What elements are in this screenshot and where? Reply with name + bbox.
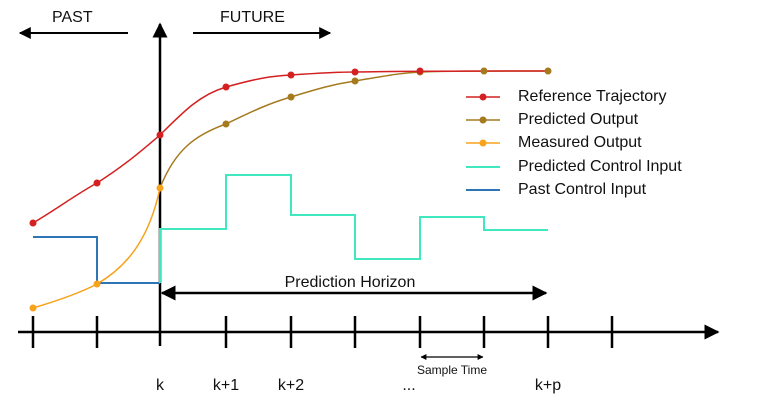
past-control	[33, 236, 160, 284]
x-label: k+2	[278, 377, 304, 394]
predicted-control	[159, 174, 548, 283]
axes	[18, 22, 720, 348]
horizon-label: Prediction Horizon	[285, 274, 416, 291]
legend-label: Predicted Control Input	[518, 158, 682, 175]
reference-points	[29, 67, 424, 227]
legend-label: Past Control Input	[518, 181, 647, 198]
future-label: FUTURE	[220, 9, 285, 26]
sample-time: Sample Time	[417, 354, 487, 377]
x-label: k+1	[213, 377, 239, 394]
legend-label: Predicted Output	[518, 111, 639, 128]
x-labels: k k+1 k+2 ... k+p	[156, 377, 561, 394]
legend-label: Measured Output	[518, 134, 642, 151]
legend-label: Reference Trajectory	[518, 88, 667, 105]
legend: Reference Trajectory Predicted Output Me…	[466, 88, 682, 198]
x-label: ...	[402, 377, 415, 394]
horizon: Prediction Horizon	[160, 274, 548, 301]
header: PAST FUTURE	[18, 9, 332, 39]
tick-marks	[31, 316, 614, 348]
x-label: k+p	[535, 377, 561, 394]
predicted-output	[159, 70, 549, 189]
measured-output	[32, 187, 161, 309]
past-label: PAST	[52, 9, 93, 26]
x-label: k	[156, 377, 165, 394]
measured-points	[29, 184, 164, 312]
sample-time-label: Sample Time	[417, 363, 487, 377]
